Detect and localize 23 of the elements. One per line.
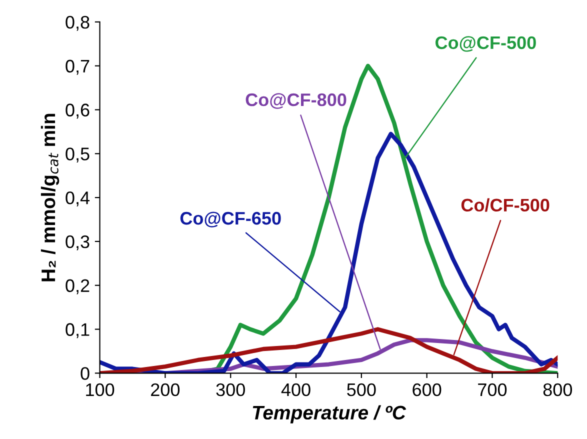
x-tick-label: 600 [412, 383, 442, 396]
text: Co@CF-800 [246, 93, 346, 109]
text: Co@CF-650 [180, 212, 281, 228]
x-tick-label: 500 [347, 383, 376, 396]
text: Co/CF-500 [461, 198, 550, 212]
y-tick-label: 0,3 [66, 235, 90, 250]
y-tick-label: 0,2 [66, 279, 90, 294]
y-tick-label: 0 [80, 367, 90, 380]
y-tick-label: 0,5 [66, 148, 90, 163]
y-tick-label: 0,1 [66, 323, 90, 338]
y-tick-label: 0,4 [66, 191, 90, 206]
y-tick-label: 0,8 [66, 16, 90, 31]
x-tick-label: 100 [86, 383, 114, 396]
x-axis-title: Temperature / ºC [252, 405, 406, 424]
y-tick-label: 0,7 [66, 60, 90, 75]
x-tick-label: 300 [216, 383, 245, 396]
x-tick-label: 400 [281, 383, 310, 396]
x-tick-label: 700 [478, 383, 507, 396]
y-axis-title: H₂ / mmol/g$_{cat}$ min [40, 114, 60, 282]
x-tick-label: 800 [543, 383, 572, 396]
x-tick-label: 200 [151, 383, 180, 396]
text: Co@CF-500 [436, 36, 536, 52]
y-tick-label: 0,6 [66, 104, 90, 119]
